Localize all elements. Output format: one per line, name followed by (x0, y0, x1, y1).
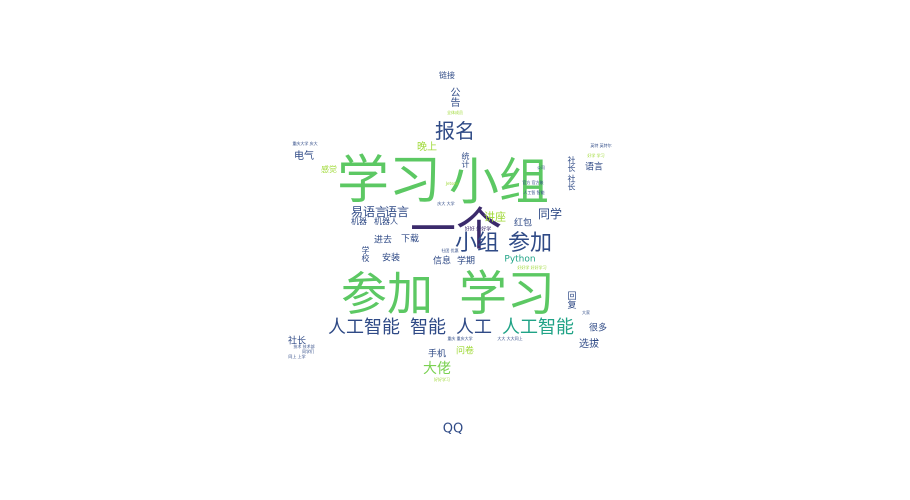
word: 学习 (458, 266, 556, 322)
word: 安装 (381, 253, 401, 264)
word: 好学 学习 (587, 153, 605, 158)
word: 讲座 (484, 210, 506, 224)
word: 同学们 (302, 349, 314, 354)
word: 学期 (456, 256, 476, 267)
word: 语言 (584, 162, 604, 173)
word: 全体成员 (447, 110, 463, 115)
word: QQ (442, 421, 464, 437)
word: 信息 (432, 256, 452, 267)
word: 电气 (294, 151, 314, 162)
word: 人工智 智能 (523, 190, 545, 195)
word: 官方 官方账 (522, 180, 544, 185)
word: 公司 (537, 165, 545, 170)
word: 社长 (287, 336, 307, 347)
word: 手机 (427, 349, 447, 360)
word: 庆大 大学 (437, 201, 455, 206)
word: 一个 (410, 202, 502, 256)
word: 技术 技术部 (293, 344, 315, 349)
word: 下载 (400, 234, 420, 245)
word: 大佬 (423, 361, 451, 377)
word: 好好学习 (434, 377, 450, 382)
word: 报名 (435, 119, 475, 143)
word: 社长 社长 (567, 155, 576, 191)
word: 学校 (361, 246, 370, 262)
word: 问卷 (455, 346, 475, 357)
word: 链接 (439, 71, 455, 80)
word: 机器人 (374, 217, 398, 226)
word: 英特 英特尔 (590, 143, 612, 148)
word: 机器 (351, 217, 367, 226)
word: 公告 (448, 87, 459, 107)
word: 回复 (565, 291, 576, 309)
word: 重庆 重庆大学 (447, 336, 473, 341)
word: 大家 (582, 310, 590, 315)
word: 人工智能 (328, 317, 400, 338)
word: Jetson (445, 181, 459, 186)
word: 参加 (507, 231, 553, 256)
word: 语言 (384, 205, 410, 219)
word: 社团 优惠 (441, 248, 459, 253)
word: 参加 (341, 267, 433, 321)
word: 同上 上学 (288, 354, 306, 359)
word: 选拔 (579, 339, 599, 350)
word: 感觉 (321, 165, 337, 174)
word: 学习 (336, 151, 442, 211)
word: 重庆大学 庆大 (292, 141, 318, 146)
word: 小组 (454, 231, 500, 256)
word: 统计 (461, 152, 470, 168)
word: 小组 (449, 153, 549, 211)
word: 很多 (588, 323, 608, 334)
word: 好好学 好好学习 (517, 265, 547, 270)
word: 大大 大大同上 (497, 336, 523, 341)
word: Python (504, 254, 536, 265)
word: 晚上 (417, 142, 437, 153)
word: 红包 (513, 218, 533, 229)
word: 人工智能 (502, 317, 574, 338)
word: 进去 (373, 235, 393, 246)
word: 好好 好好学 (464, 226, 492, 233)
word: 智能 (410, 317, 446, 338)
word: 同学 (537, 207, 563, 221)
word: 人工 (456, 317, 492, 338)
word: 易语言 (350, 205, 388, 219)
